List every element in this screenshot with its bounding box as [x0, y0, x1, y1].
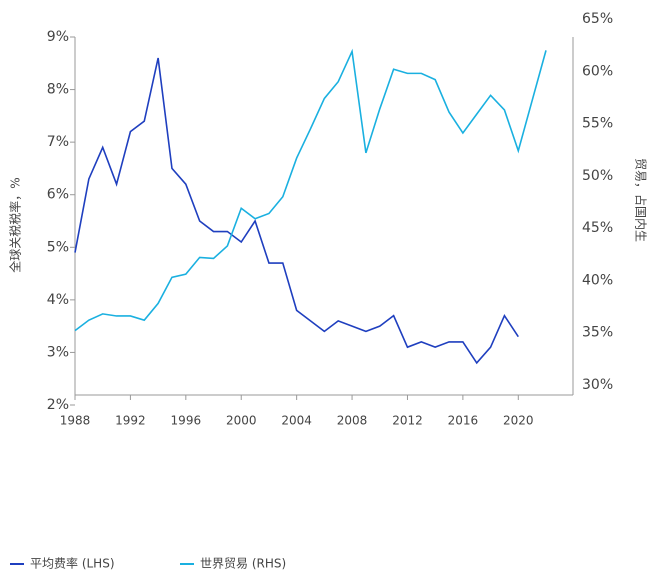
x-tick-label: 2012: [392, 414, 423, 428]
y-tick-label: 4%: [47, 292, 69, 308]
y2-tick-label: 35%: [582, 325, 613, 341]
y2-tick-label: 55%: [582, 116, 613, 132]
x-tick-label: 2020: [503, 414, 534, 428]
y-tick-label: 7%: [47, 134, 69, 150]
y-axis-label: 全球关税税率，%: [8, 177, 23, 272]
x-tick-label: 2000: [226, 414, 257, 428]
x-tick-label: 2004: [281, 414, 312, 428]
y2-tick-label: 30%: [582, 377, 613, 393]
y2-axis-label: 贸易，占国内生: [634, 158, 649, 242]
x-tick-label: 1996: [171, 414, 202, 428]
y2-tick-label: 65%: [582, 11, 613, 27]
y-tick-label: 9%: [47, 29, 69, 45]
series-line: [74, 57, 519, 365]
y2-tick-label: 60%: [582, 63, 613, 79]
y-tick-label: 5%: [47, 239, 69, 255]
legend-label: 世界贸易 (RHS): [200, 557, 286, 571]
x-tick-label: 1992: [115, 414, 146, 428]
y-tick-label: 3%: [47, 344, 69, 360]
y2-tick-label: 40%: [582, 272, 613, 288]
series-line: [74, 48, 547, 332]
y-tick-label: 6%: [47, 187, 69, 203]
legend-label: 平均费率 (LHS): [30, 556, 115, 571]
y-tick-label: 2%: [47, 397, 69, 413]
x-tick-label: 2008: [337, 414, 368, 428]
x-tick-label: 1988: [60, 414, 91, 428]
y2-tick-label: 45%: [582, 220, 613, 236]
x-tick-label: 2016: [448, 414, 479, 428]
y2-tick-label: 50%: [582, 168, 613, 184]
y-tick-label: 8%: [47, 82, 69, 98]
